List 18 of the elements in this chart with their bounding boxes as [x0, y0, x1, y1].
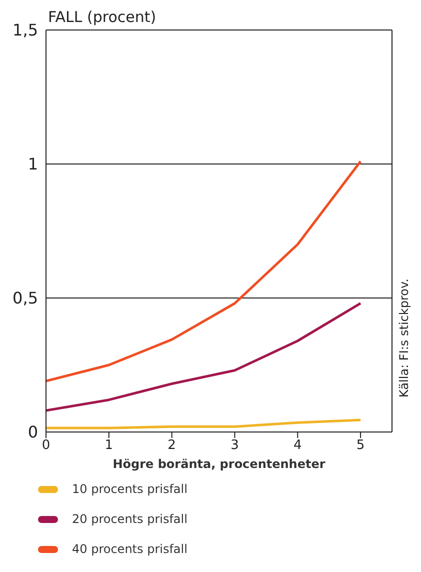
- line-series: [46, 302, 362, 412]
- x-tick-label: 2: [168, 438, 176, 454]
- text: Källa: FI:s stickprov.: [397, 278, 411, 398]
- x-tick-label: 5: [356, 438, 365, 454]
- x-tick-label: 1: [104, 438, 114, 454]
- legend-label: 20 procents prisfall: [72, 512, 188, 526]
- y-tick-label: 1: [28, 154, 38, 174]
- y-tick-label: 0,5: [12, 288, 38, 308]
- x-tick-label: 0: [42, 438, 50, 454]
- line-series: [46, 160, 362, 382]
- x-axis-title: Högre boränta, procentenheter: [112, 457, 326, 471]
- y-tick-label: 1,5: [12, 20, 38, 40]
- y-axis-title: FALL (procent): [48, 8, 156, 26]
- x-tick-label: 3: [230, 438, 239, 454]
- legend-label: 10 procents prisfall: [72, 482, 188, 496]
- x-tick-label: 4: [293, 438, 302, 454]
- legend-label: 40 procents prisfall: [72, 542, 188, 556]
- line-series: [46, 418, 362, 430]
